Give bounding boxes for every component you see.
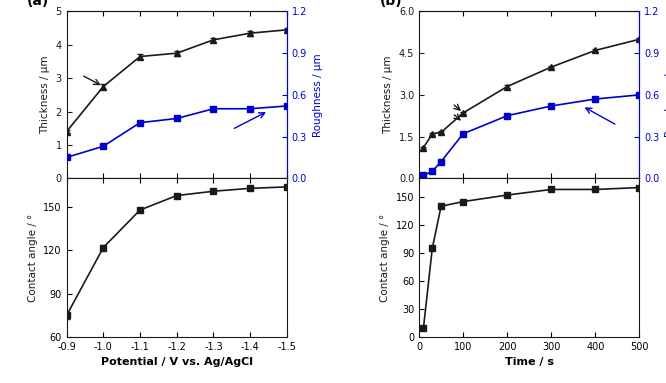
Text: (a): (a) <box>27 0 49 8</box>
Y-axis label: Roughness / μm: Roughness / μm <box>312 53 323 137</box>
X-axis label: Time / s: Time / s <box>505 357 553 367</box>
Text: (b): (b) <box>380 0 402 8</box>
Y-axis label: Contact angle / °: Contact angle / ° <box>28 213 38 302</box>
Y-axis label: Contact angle / °: Contact angle / ° <box>380 213 390 302</box>
X-axis label: Potential / V vs. Ag/AgCl: Potential / V vs. Ag/AgCl <box>101 357 252 367</box>
Y-axis label: Thickness / μm: Thickness / μm <box>383 56 394 134</box>
Y-axis label: Roughness / μm: Roughness / μm <box>665 53 666 137</box>
Y-axis label: Thickness / μm: Thickness / μm <box>40 56 50 134</box>
